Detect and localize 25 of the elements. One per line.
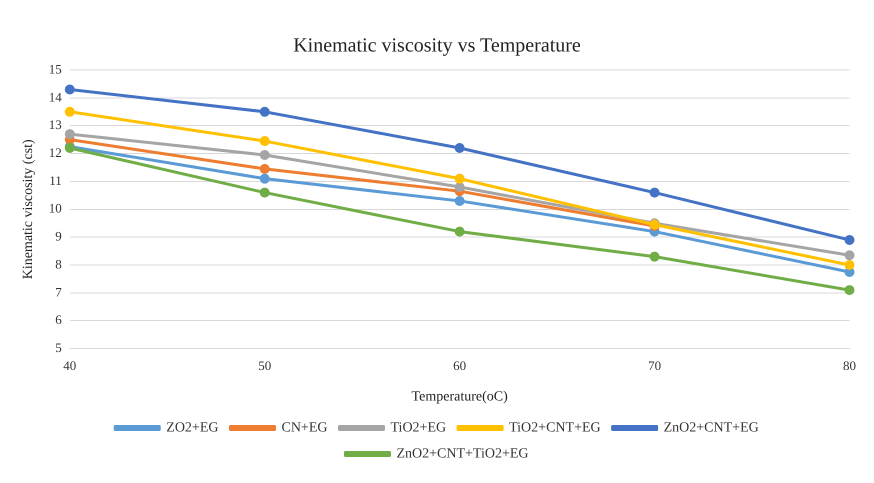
y-tick-label: 5	[55, 340, 62, 356]
legend-label: CN+EG	[281, 420, 328, 436]
y-tick-label: 10	[48, 200, 62, 216]
y-tick-label: 13	[48, 117, 62, 132]
x-tick-label: 70	[648, 358, 662, 373]
x-tick-label: 80	[843, 358, 856, 373]
legend-label: ZO2+EG	[166, 420, 218, 436]
x-axis-title: Temperature(oC)	[412, 389, 508, 404]
y-tick-label: 12	[48, 145, 62, 160]
legend-label: TiO2+CNT+EG	[509, 420, 601, 436]
y-tick-label: 9	[55, 228, 62, 244]
legend-label: ZnO2+CNT+EG	[664, 420, 759, 436]
legend-label: ZnO2+CNT+TiO2+EG	[396, 446, 529, 462]
legend-label: TiO2+EG	[390, 420, 446, 436]
x-tick-label: 50	[258, 358, 272, 373]
y-tick-label: 7	[55, 284, 62, 300]
x-tick-label: 40	[63, 358, 76, 373]
y-tick-label: 11	[49, 172, 62, 188]
y-tick-label: 8	[55, 256, 62, 272]
chart-title: Kinematic viscosity vs Temperature	[293, 34, 581, 56]
x-tick-label: 60	[453, 358, 466, 373]
y-tick-label: 15	[48, 61, 62, 76]
y-tick-label: 14	[48, 89, 62, 104]
y-tick-label: 6	[55, 312, 62, 328]
y-axis-title: Kinematic viscosity (cst)	[21, 138, 36, 280]
